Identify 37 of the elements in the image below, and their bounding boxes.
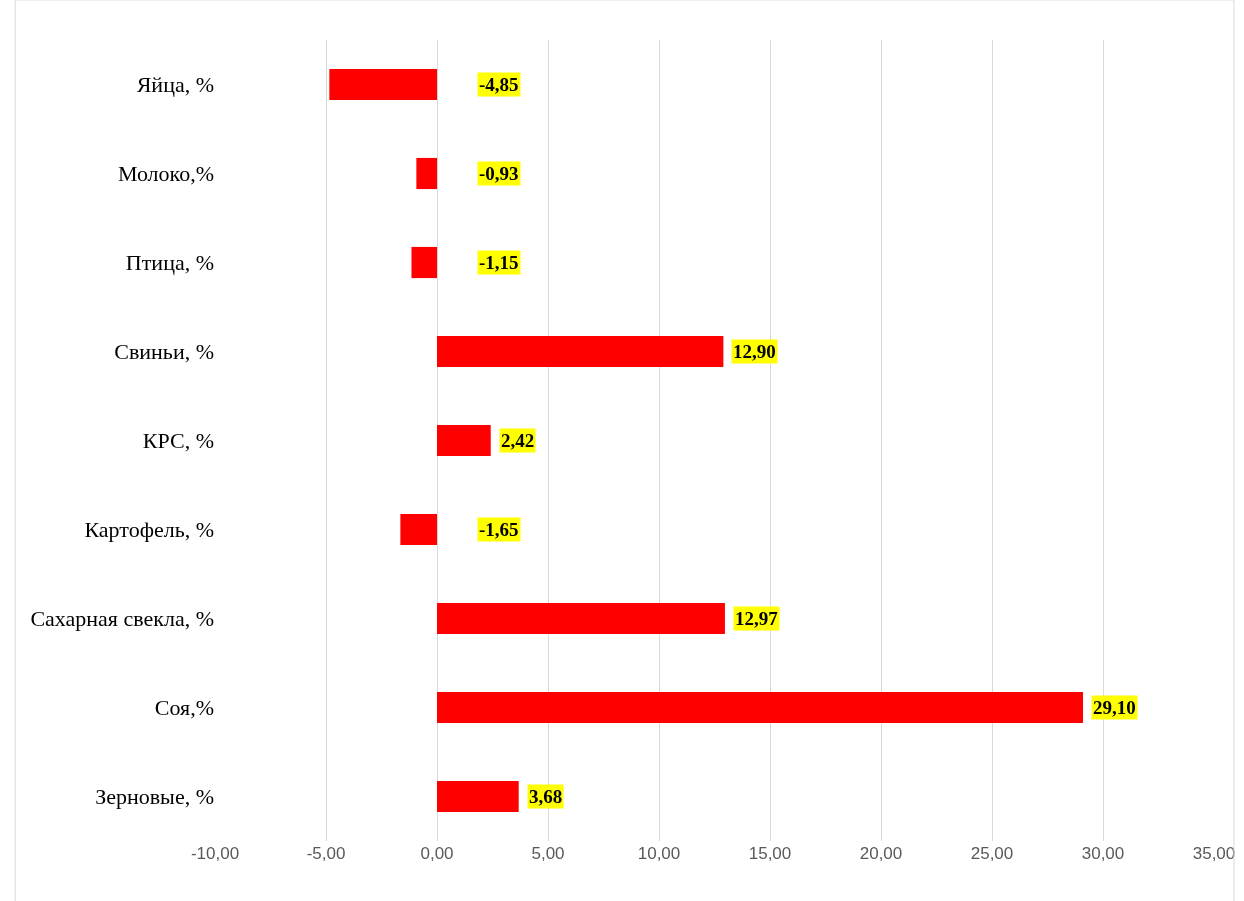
x-tick-label: 5,00: [531, 844, 565, 863]
bar: [329, 68, 437, 101]
y-tick-label: Птица, %: [125, 250, 214, 276]
data-label: 12,90: [733, 341, 776, 362]
x-tick-label: 0,00: [420, 844, 454, 863]
data-label: -0,93: [479, 163, 519, 184]
x-tick-label: 10,00: [637, 844, 681, 863]
bar: [437, 780, 519, 813]
data-label: 3,68: [529, 786, 563, 807]
x-tick-label: 15,00: [748, 844, 792, 863]
bar: [411, 246, 437, 279]
data-label: -1,65: [479, 519, 519, 540]
y-tick-label: Сахарная свекла, %: [30, 606, 214, 632]
y-tick-label: Картофель, %: [84, 517, 214, 543]
bar: [437, 335, 724, 368]
y-tick-label: Соя,%: [154, 695, 214, 721]
y-tick-label: Зерновые, %: [95, 784, 214, 810]
y-tick-label: КРС, %: [142, 428, 214, 454]
bar: [437, 424, 491, 457]
x-tick-label: 20,00: [859, 844, 903, 863]
y-tick-label: Молоко,%: [117, 161, 214, 187]
bar: [416, 157, 437, 190]
y-tick-label: Яйца, %: [136, 72, 214, 98]
bar: [437, 691, 1084, 724]
data-label: -1,15: [479, 252, 519, 273]
x-tick-label: 25,00: [970, 844, 1014, 863]
y-tick-label: Свиньи, %: [114, 339, 214, 365]
data-label: 29,10: [1093, 697, 1136, 718]
bar: [400, 513, 437, 546]
x-tick-label: 35,00: [1192, 844, 1236, 863]
x-tick-label: -5,00: [306, 844, 346, 863]
data-label: 12,97: [735, 608, 779, 629]
data-label: 2,42: [501, 430, 535, 451]
x-tick-label: -10,00: [190, 844, 240, 863]
x-tick-label: 30,00: [1081, 844, 1125, 863]
bar: [437, 602, 725, 635]
data-label: -4,85: [479, 74, 519, 95]
